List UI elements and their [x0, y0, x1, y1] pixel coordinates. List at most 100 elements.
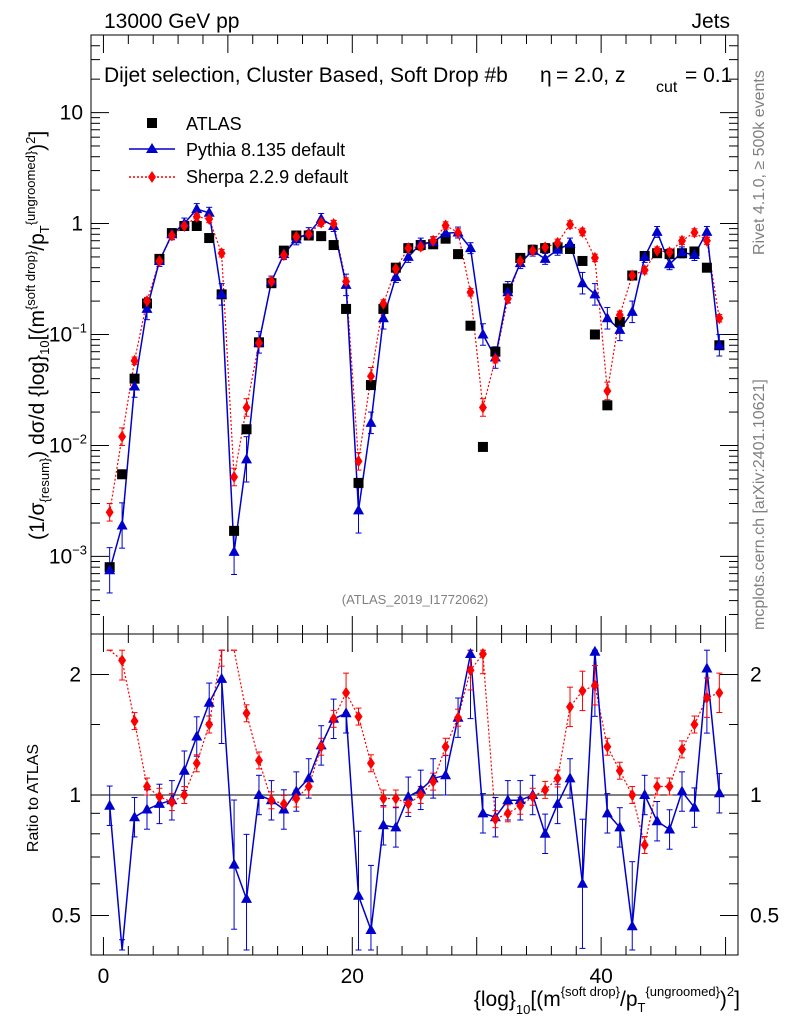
legend: ATLAS Pythia 8.135 default Sherpa 2.2.9 … [129, 114, 348, 187]
sherpa-point [342, 275, 351, 288]
sherpa-ratio-point [441, 740, 450, 753]
ratio-y-tick-label-right: 2 [750, 664, 762, 687]
atlas-point [365, 380, 376, 391]
sherpa-ratio-point [553, 772, 562, 785]
pythia-point [129, 380, 141, 391]
sherpa-ratio-point [205, 718, 214, 731]
ratio-y-tick-label-right: 0.5 [750, 905, 779, 928]
sherpa-point [167, 229, 176, 242]
pythia-point [390, 270, 402, 281]
sherpa-ratio-point [491, 813, 500, 826]
sherpa-point [665, 246, 674, 259]
sherpa-point [217, 247, 226, 260]
pythia-ratio-point [377, 819, 389, 830]
plot-title-params: = 2.0, z [556, 64, 625, 87]
sherpa-ratio-point [590, 679, 599, 692]
energy-label: 13000 GeV pp [104, 10, 239, 33]
atlas-point [229, 525, 240, 536]
pythia-point [241, 453, 253, 464]
pythia-ratio-point [402, 790, 414, 801]
pythia-ratio-point [651, 815, 663, 826]
pythia-ratio-point [365, 923, 377, 934]
sherpa-point [142, 295, 151, 308]
pythia-ratio-point [676, 785, 688, 796]
main-y-tick-label: 1 [71, 213, 83, 236]
atlas-point [602, 400, 613, 411]
x-tick-label: 20 [341, 965, 364, 988]
sherpa-ratio-point [566, 700, 575, 713]
atlas-point [241, 424, 252, 435]
pythia-ratio-point [688, 801, 700, 812]
sherpa-ratio-point [702, 691, 711, 704]
sherpa-ratio-point [292, 792, 301, 805]
ratio-y-tick-label: 1 [69, 784, 81, 807]
pythia-ratio-point [228, 858, 240, 869]
sherpa-point [429, 234, 438, 247]
pythia-point [614, 323, 626, 334]
plot-title-zcut-sub: cut [656, 79, 678, 96]
x-tick-label: 40 [589, 965, 612, 988]
x-axis-label: {log}10[(m{soft drop}/pT{ungroomed})2] [474, 984, 740, 1017]
sherpa-point [553, 236, 562, 249]
atlas-point [440, 233, 451, 244]
ratio-y-tick-label: 0.5 [52, 905, 81, 928]
atlas-point [565, 243, 576, 254]
sherpa-ratio-point [118, 654, 127, 667]
ratio-y-tick-label: 2 [69, 664, 81, 687]
pythia-point [539, 252, 551, 263]
sherpa-point [615, 308, 624, 321]
pythia-ratio-point [303, 772, 315, 783]
pythia-point [576, 277, 588, 288]
sherpa-point [416, 240, 425, 253]
pythia-ratio-point [576, 877, 588, 888]
sherpa-line [109, 216, 720, 513]
sherpa-point [640, 264, 649, 277]
sherpa-point [317, 216, 326, 229]
atlas-point [328, 240, 339, 251]
sherpa-ratio-point [615, 764, 624, 777]
sherpa-ratio-point [603, 740, 612, 753]
sherpa-point [528, 244, 537, 257]
atlas-point [577, 255, 588, 266]
side-label-rivet: Rivet 4.1.0, ≥ 500k events [751, 70, 768, 255]
pythia-point [203, 206, 215, 217]
sherpa-point [118, 430, 127, 443]
sherpa-ratio-point [242, 707, 251, 720]
pythia-ratio-point [290, 785, 302, 796]
x-tick-label: 0 [98, 965, 110, 988]
pythia-ratio-point [514, 794, 526, 805]
pythia-point [639, 250, 651, 261]
legend-marker-atlas [147, 118, 157, 128]
sherpa-point [503, 292, 512, 305]
sherpa-ratio-point [429, 775, 438, 788]
pythia-ratio-point [626, 920, 638, 931]
sherpa-point [603, 384, 612, 397]
sherpa-ratio-point [279, 797, 288, 810]
sherpa-point [192, 210, 201, 223]
sherpa-point [516, 254, 525, 267]
sherpa-ratio-point [130, 715, 139, 728]
pythia-point [464, 242, 476, 253]
pythia-ratio-point [477, 807, 489, 818]
sherpa-ratio-point [665, 780, 674, 793]
sherpa-point [628, 269, 637, 282]
sherpa-point [292, 230, 301, 243]
sherpa-ratio-point [541, 783, 550, 796]
atlas-point [589, 329, 600, 340]
sherpa-point [578, 225, 587, 238]
legend-label-atlas: ATLAS [186, 114, 242, 134]
pythia-point [377, 312, 389, 323]
pythia-ratio-point [178, 764, 190, 775]
sherpa-point [205, 212, 214, 225]
sherpa-ratio-point [329, 712, 338, 725]
pythia-ratio-point [415, 783, 427, 794]
sherpa-ratio-point [528, 790, 537, 803]
plot-title-zcut-val: = 0.1 [685, 64, 732, 87]
pythia-ratio-point [191, 730, 203, 741]
sherpa-point [242, 401, 251, 414]
pythia-ratio-point [153, 797, 165, 808]
sherpa-ratio-point [192, 757, 201, 770]
pythia-point [713, 339, 725, 350]
atlas-point [316, 231, 327, 242]
pythia-ratio-point [552, 797, 564, 808]
